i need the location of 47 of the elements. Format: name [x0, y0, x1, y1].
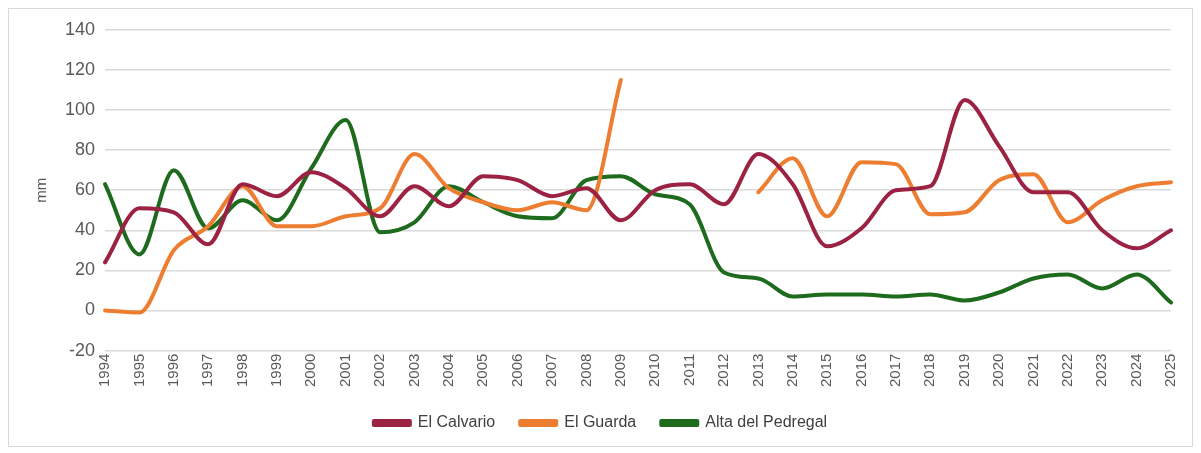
x-tick-label: 2017: [886, 353, 904, 388]
y-tick-label: -20: [69, 339, 96, 360]
x-tick-label: 2000: [301, 353, 319, 388]
y-tick-label: 100: [64, 98, 96, 119]
x-tick-label: 2019: [954, 353, 972, 388]
y-tick-label: 140: [64, 18, 96, 39]
x-tick-label: 2011: [679, 353, 697, 386]
x-tick-label: 2025: [1161, 353, 1179, 388]
line-series: [103, 97, 1173, 265]
legend-label: Alta del Pedregal: [705, 413, 828, 431]
x-tick-label: 1998: [232, 353, 250, 388]
x-tick-label: 2009: [610, 353, 628, 388]
x-tick-label: 2015: [817, 353, 835, 388]
x-tick-label: 1996: [163, 353, 181, 388]
x-tick-label: 1995: [129, 353, 147, 388]
y-tick-label: 0: [85, 299, 96, 320]
x-tick-label: 2016: [851, 353, 869, 388]
x-tick-label: 2013: [748, 353, 766, 388]
x-tick-label: 2018: [920, 353, 938, 388]
x-tick-label: 2021: [1023, 353, 1041, 388]
x-tick-label: 2022: [1057, 353, 1075, 388]
x-tick-label: 2024: [1126, 353, 1144, 388]
x-tick-label: 1994: [95, 353, 113, 388]
x-tick-label: 2006: [507, 353, 525, 388]
x-tick-label: 2023: [1092, 353, 1110, 388]
x-tick-label: 1997: [198, 353, 216, 388]
y-tick-label: 60: [75, 179, 96, 200]
x-tick-label: 2012: [714, 353, 732, 388]
y-tick-label: 40: [75, 219, 96, 240]
x-tick-label: 1999: [267, 353, 285, 388]
x-tick-label: 2003: [404, 353, 422, 388]
y-tick-label: 20: [75, 259, 96, 280]
x-tick-label: 2001: [335, 353, 353, 388]
legend-label: El Guarda: [564, 413, 637, 431]
line-series: [103, 118, 1173, 305]
x-tick-label: 2007: [542, 353, 560, 388]
y-tick-label: 80: [75, 139, 96, 160]
x-tick-label: 2010: [645, 353, 663, 388]
x-tick-label: 2014: [782, 353, 800, 388]
legend-label: El Calvario: [417, 413, 496, 431]
y-axis-title: mm: [32, 177, 50, 203]
x-tick-label: 2020: [989, 353, 1007, 388]
x-tick-label: 2005: [473, 353, 491, 388]
y-tick-label: 120: [64, 58, 96, 79]
x-tick-label: 2008: [576, 353, 594, 388]
x-tick-label: 2002: [370, 353, 388, 388]
x-tick-label: 2004: [439, 353, 457, 388]
